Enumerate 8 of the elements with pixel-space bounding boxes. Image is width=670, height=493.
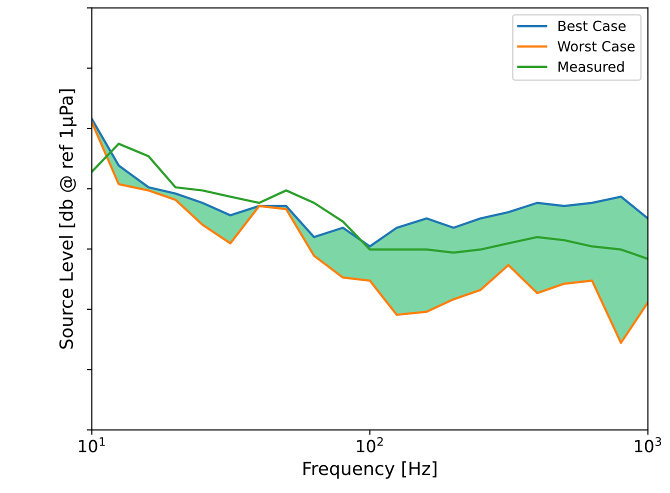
legend-label: Best Case	[558, 20, 626, 32]
x-tick-label: 10$^{2}$	[357, 437, 383, 452]
x-tick-label: 10$^{1}$	[78, 437, 105, 452]
legend-label: Measured	[558, 61, 624, 72]
x-axis-title: Frequency [Hz]	[304, 461, 436, 479]
legend-label: Worst Case	[558, 41, 635, 52]
y-axis-title: Source Level [db @ ref 1μPa]	[59, 89, 77, 349]
x-tick-label: 10$^{3}$	[635, 437, 662, 452]
